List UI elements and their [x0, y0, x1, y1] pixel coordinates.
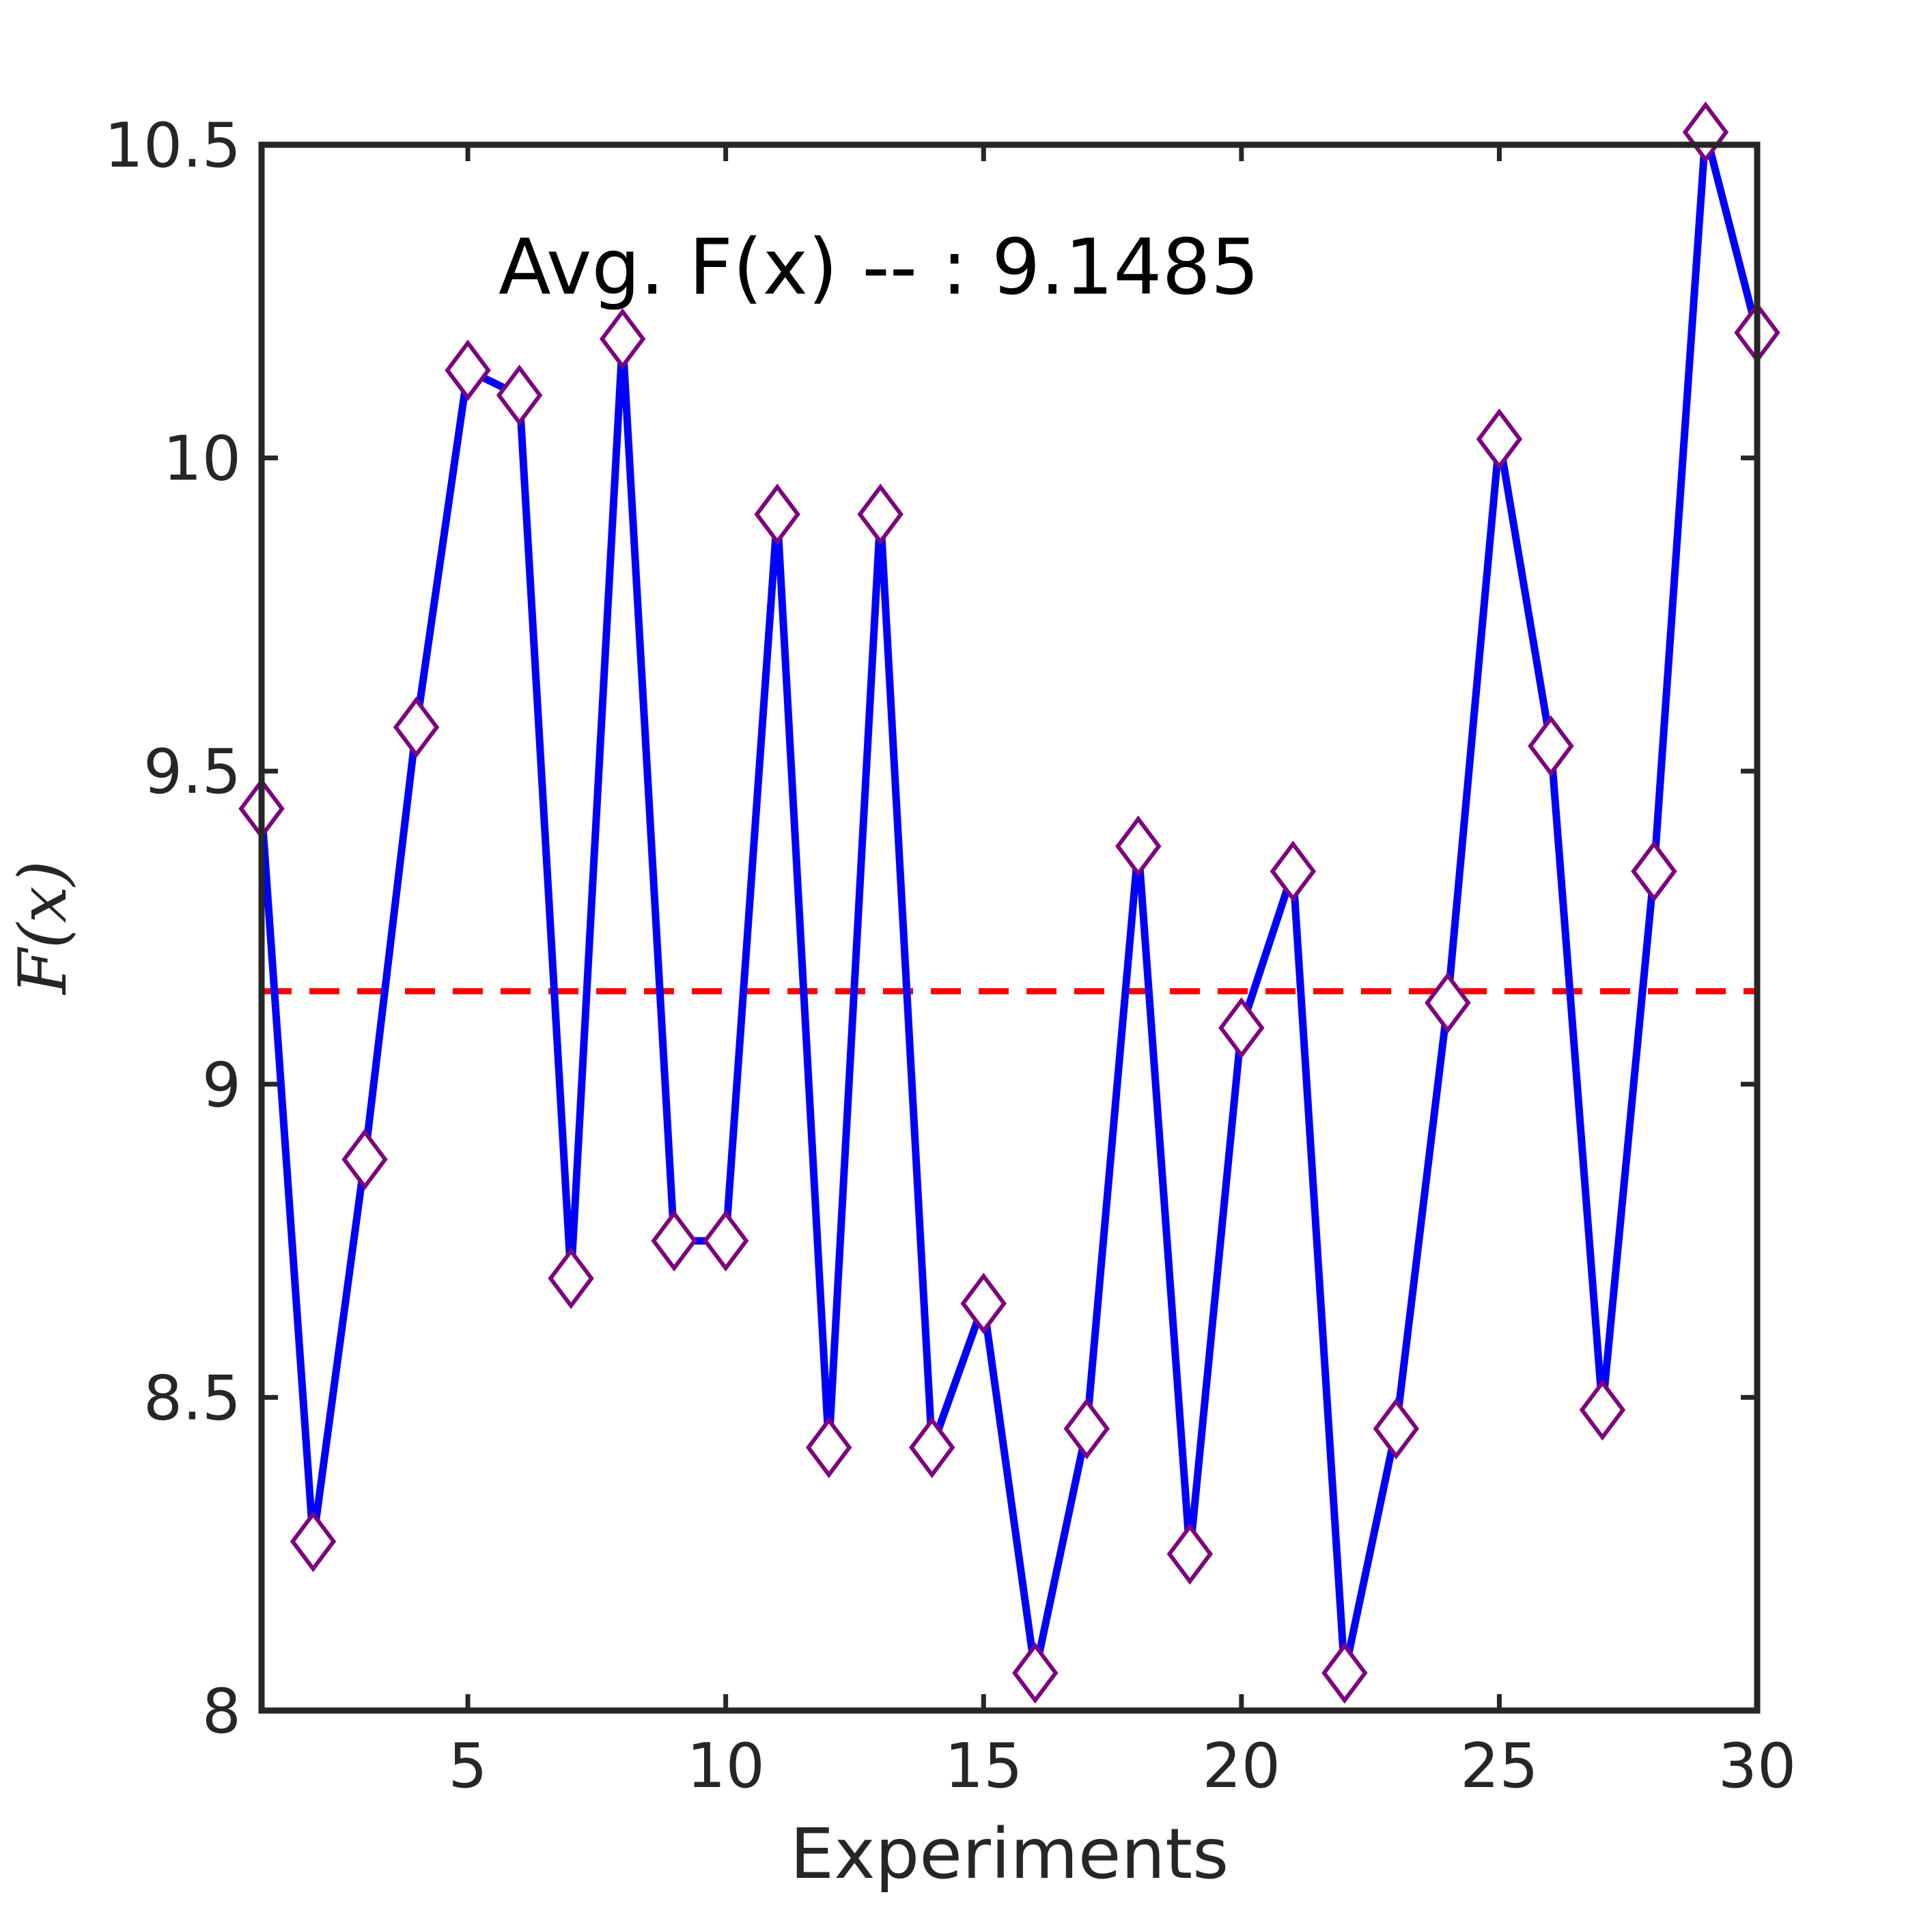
data-point	[445, 339, 491, 402]
data-point	[1270, 840, 1317, 902]
axes-box	[258, 141, 1761, 1714]
data-point	[651, 1210, 697, 1272]
y-tick-label: 8.5	[143, 1362, 241, 1434]
data-point	[1528, 715, 1574, 777]
average-annotation: Avg. F(x) -- : 9.1485	[499, 223, 1259, 312]
data-point	[702, 1210, 749, 1272]
data-point	[1063, 1398, 1110, 1460]
y-axis-label: F(x)	[5, 860, 81, 996]
data-point	[754, 483, 800, 546]
data-point	[1218, 997, 1265, 1059]
data-point	[548, 1248, 594, 1310]
x-axis-label: Experiments	[790, 1814, 1229, 1895]
x-tick-label: 10	[686, 1730, 765, 1802]
x-tick-label: 25	[1460, 1730, 1539, 1802]
data-point	[1476, 408, 1523, 470]
data-point	[341, 1128, 388, 1190]
data-point	[1682, 101, 1729, 163]
plot-area	[238, 101, 1780, 1704]
data-point	[1012, 1642, 1059, 1704]
data-point	[393, 696, 440, 758]
x-tick-label: 5	[448, 1730, 487, 1802]
data-point	[1166, 1523, 1214, 1585]
x-tick-label: 30	[1718, 1730, 1797, 1802]
data-point	[1321, 1642, 1368, 1704]
y-tick-label: 10.5	[104, 110, 241, 182]
data-point	[1373, 1398, 1420, 1460]
y-tick-label: 9.5	[143, 736, 241, 808]
data-point	[496, 364, 543, 426]
data-point	[857, 483, 904, 546]
data-point	[290, 1510, 337, 1573]
y-tick-label: 10	[163, 423, 241, 495]
data-point	[1631, 840, 1677, 902]
data-point	[1425, 972, 1471, 1034]
data-point	[1579, 1379, 1626, 1441]
tick-labels: 5 10 15 20 25 30 8 8.5 9 9.5 10 10.5	[104, 110, 1797, 1802]
data-point	[805, 1416, 852, 1478]
series-line	[262, 145, 1757, 1677]
y-tick-label: 8	[202, 1676, 241, 1747]
x-tick-label: 20	[1203, 1730, 1281, 1802]
x-tick-label: 15	[944, 1730, 1023, 1802]
data-point	[908, 1416, 955, 1478]
data-point	[599, 308, 646, 370]
data-point	[1115, 815, 1162, 877]
y-tick-label: 9	[202, 1050, 241, 1121]
data-point	[960, 1272, 1007, 1334]
